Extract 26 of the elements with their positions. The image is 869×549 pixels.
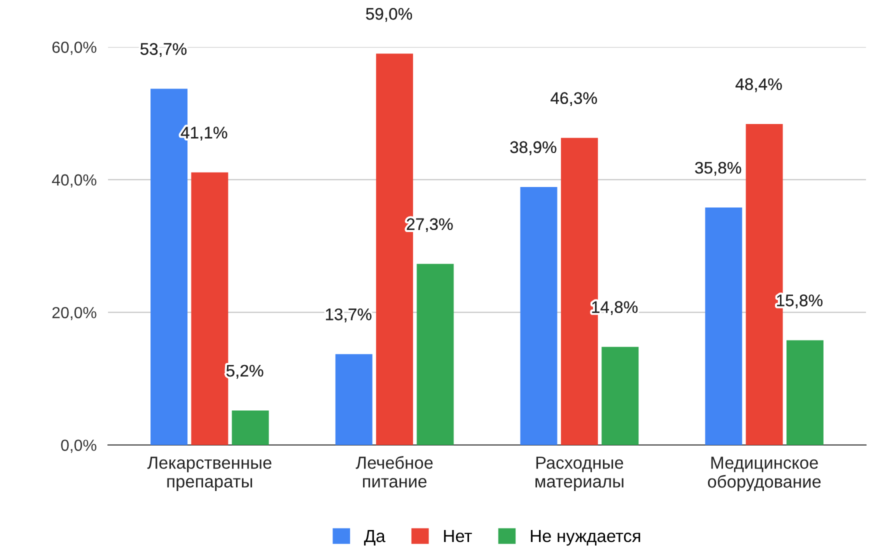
data-label: 38,9% <box>510 141 556 156</box>
bar <box>335 354 372 445</box>
legend-label: Не нуждается <box>530 530 640 546</box>
x-tick-label: Лечебное питание <box>356 456 433 488</box>
bar <box>520 186 558 445</box>
data-label: 48,4% <box>736 78 782 92</box>
bar <box>191 172 228 445</box>
y-tick-label: 40,0% <box>52 174 96 188</box>
bar <box>705 208 742 445</box>
data-label: 46,3% <box>550 92 597 106</box>
bar <box>416 264 454 445</box>
bar <box>786 340 824 445</box>
bar <box>232 410 269 445</box>
data-label: 59,0% <box>366 8 412 22</box>
y-tick-label: 0,0% <box>61 440 96 453</box>
x-tick-label: Медицинское оборудование <box>708 456 821 492</box>
x-tick-label: Расходные материалы <box>536 456 624 491</box>
y-tick-label: 60,0% <box>52 42 96 55</box>
data-label: 13,7% <box>326 308 372 322</box>
data-label: 53,7% <box>140 43 186 57</box>
legend-label: Нет <box>444 530 472 542</box>
data-label: 35,8% <box>695 162 742 176</box>
y-tick-label: 20,0% <box>52 306 96 320</box>
bar <box>602 346 639 445</box>
legend-label: Да <box>364 530 386 546</box>
x-tick-label: Лекарственные препараты <box>147 456 272 491</box>
